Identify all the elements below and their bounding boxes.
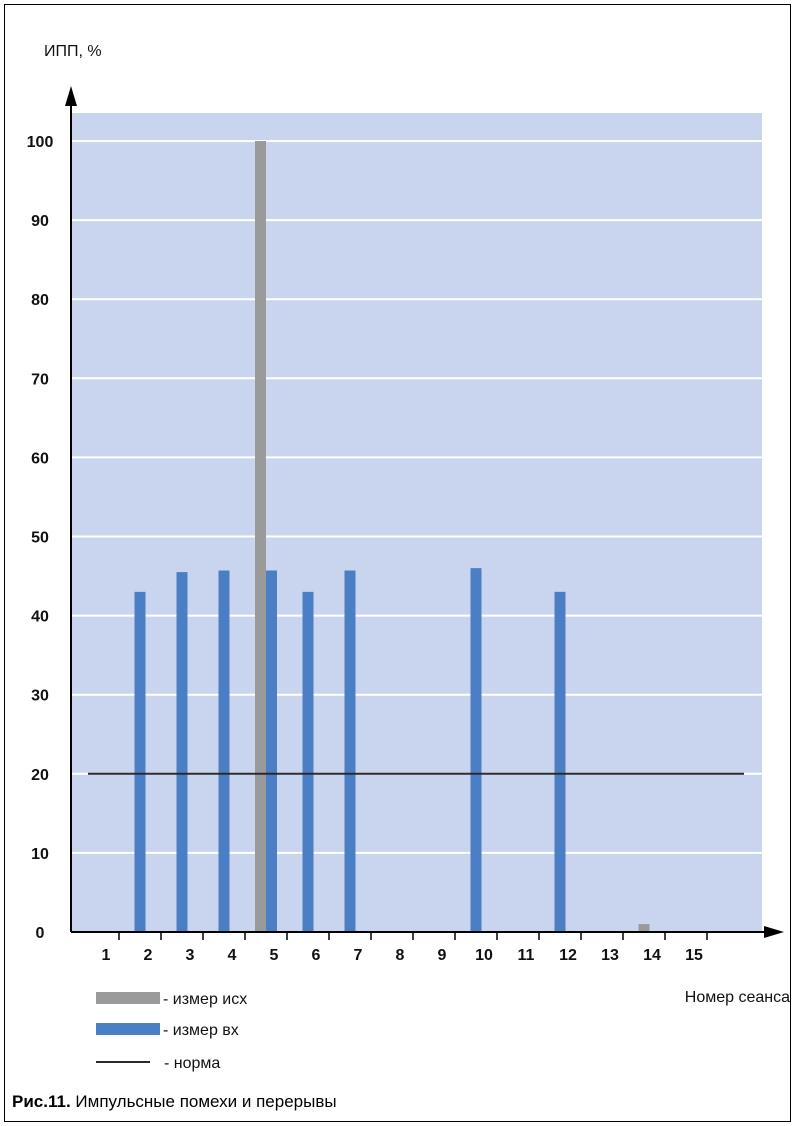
y-tick-label: 90 — [31, 213, 49, 230]
axes — [65, 86, 784, 938]
y-tick-labels: 0 10 20 30 40 50 60 70 80 90 100 — [27, 134, 54, 942]
bar-input — [134, 591, 146, 932]
bar-input — [470, 568, 482, 932]
caption-text: Импульсные помехи и перерывы — [75, 1092, 337, 1111]
figure-caption: Рис.11. Импульсные помехи и перерывы — [12, 1092, 337, 1112]
y-tick-label: 30 — [31, 688, 49, 705]
x-tick-label: 11 — [518, 947, 535, 964]
legend-swatch — [96, 992, 160, 1004]
y-tick-label: 40 — [31, 609, 49, 626]
x-tick-label: 3 — [186, 947, 195, 964]
bar-input — [218, 570, 230, 932]
legend-label: - измер исх — [163, 991, 247, 1008]
plot-background — [72, 113, 762, 932]
x-tick-label: 8 — [396, 947, 405, 964]
x-tick-label: 13 — [601, 947, 619, 964]
y-tick-label: 80 — [31, 292, 49, 309]
x-tick-label: 12 — [559, 947, 577, 964]
bar-input — [302, 591, 314, 932]
y-axis-arrow — [65, 86, 77, 106]
legend-label: - измер вх — [163, 1022, 239, 1039]
bars — [134, 141, 650, 932]
bar-source — [638, 924, 650, 932]
x-tick-label: 10 — [475, 947, 493, 964]
bar-input — [344, 570, 356, 932]
x-tick-label: 6 — [312, 947, 321, 964]
x-tick-label: 2 — [144, 947, 153, 964]
x-tick-label: 4 — [228, 947, 237, 964]
x-tick-label: 5 — [270, 947, 279, 964]
y-tick-label: 70 — [31, 371, 49, 388]
bar-input — [266, 570, 277, 932]
x-tick-label: 14 — [643, 947, 661, 964]
y-tick-label: 20 — [31, 767, 49, 784]
x-axis-title: Номер сеанса — [685, 989, 790, 1006]
x-tick-labels: 1 2 3 4 5 6 7 8 9 10 11 12 13 14 15 — [102, 932, 708, 964]
y-tick-label: 50 — [31, 530, 49, 547]
y-axis-title: ИПП, % — [44, 43, 102, 60]
y-tick-label: 10 — [31, 846, 49, 863]
y-tick-label: 0 — [36, 925, 45, 942]
y-tick-label: 100 — [27, 134, 54, 151]
x-tick-label: 1 — [102, 947, 111, 964]
bar-input — [554, 591, 566, 932]
bar-input — [176, 572, 188, 932]
legend-swatch — [96, 1023, 160, 1035]
x-tick-label: 15 — [685, 947, 703, 964]
caption-label: Рис.11. — [12, 1092, 71, 1111]
x-tick-label: 9 — [438, 947, 447, 964]
legend: - измер исх - измер вх - норма — [96, 991, 247, 1072]
figure-frame — [4, 4, 791, 1122]
y-tick-label: 60 — [31, 450, 49, 467]
x-tick-label: 7 — [354, 947, 363, 964]
x-axis-arrow — [764, 926, 784, 938]
legend-label: - норма — [164, 1055, 220, 1072]
bar-source — [255, 141, 266, 932]
